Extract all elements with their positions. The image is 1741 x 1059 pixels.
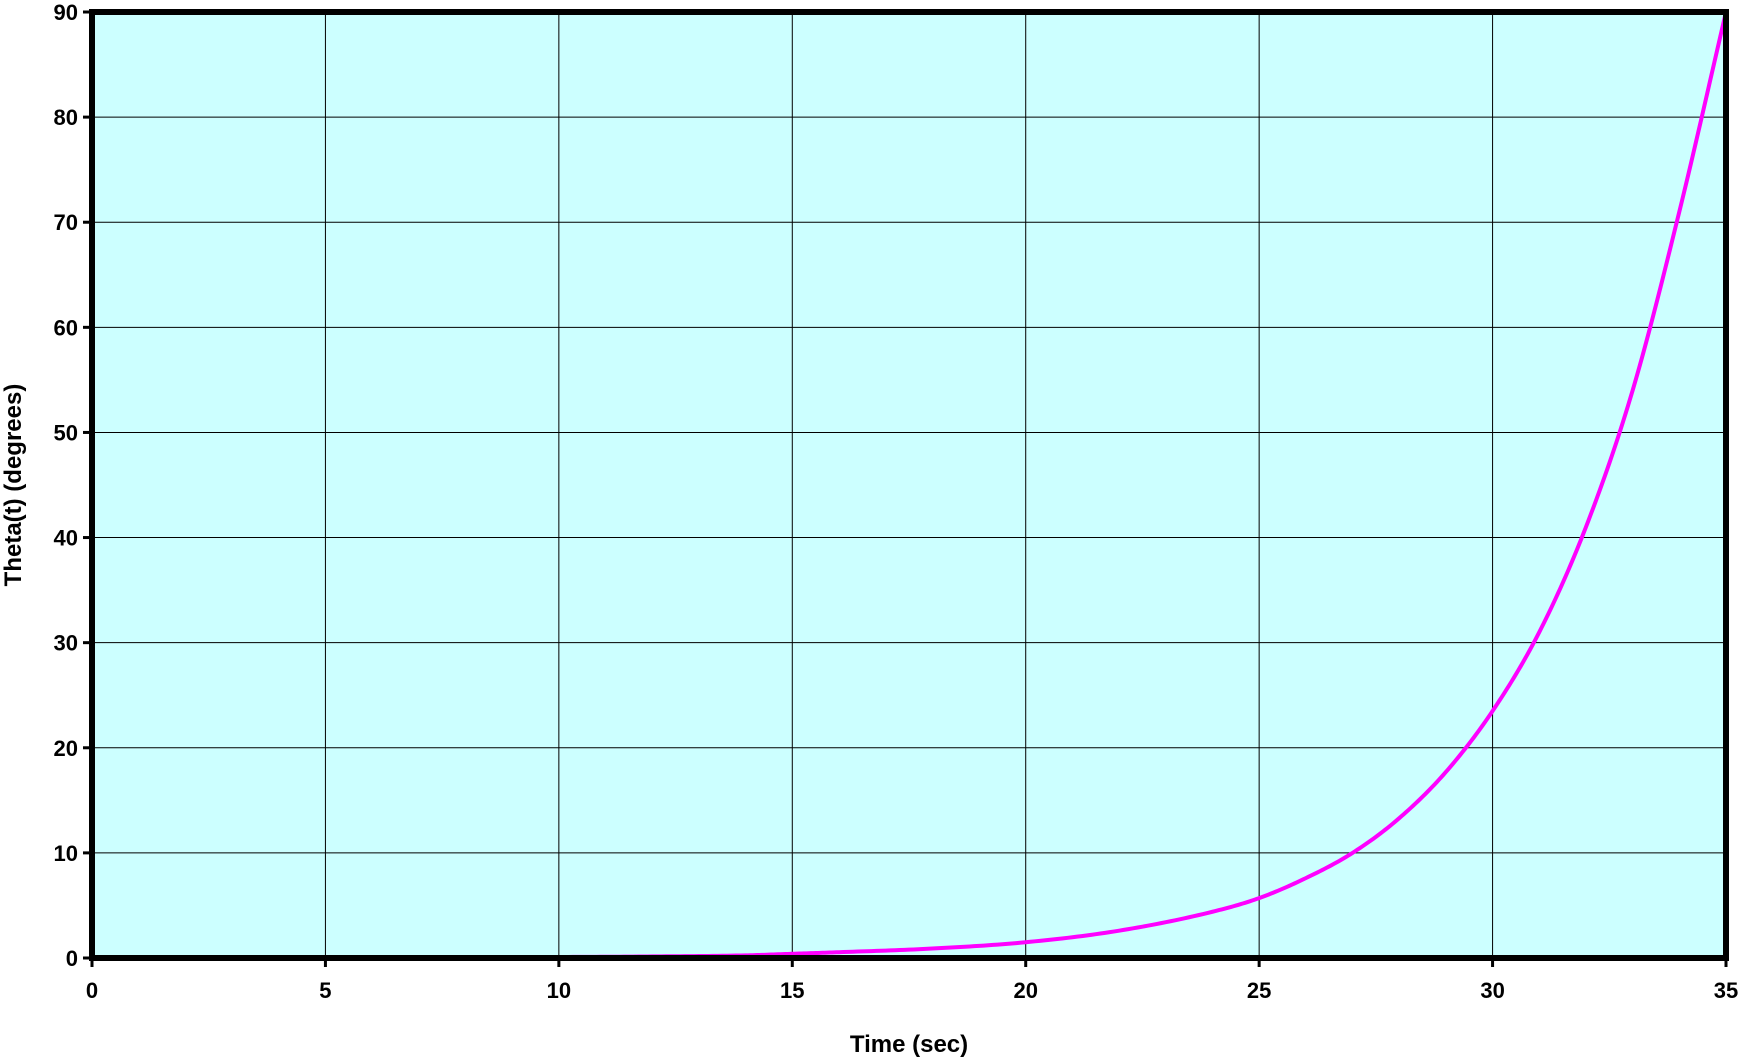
x-tick-label: 15	[780, 978, 804, 1003]
y-axis-ticks: 0 10 20 30 40 50 60 70 80 90	[54, 0, 92, 971]
plot-area	[92, 12, 1726, 958]
x-tick-label: 30	[1480, 978, 1504, 1003]
y-tick-label: 60	[54, 315, 78, 340]
y-tick-label: 20	[54, 736, 78, 761]
x-tick-label: 5	[319, 978, 331, 1003]
y-tick-label: 80	[54, 105, 78, 130]
x-tick-label: 10	[547, 978, 571, 1003]
y-tick-label: 0	[66, 946, 78, 971]
y-tick-label: 30	[54, 631, 78, 656]
x-axis-title: Time (sec)	[850, 1031, 968, 1058]
plot-frame	[89, 9, 1729, 961]
y-axis-title: Theta(t) (degrees)	[0, 384, 27, 587]
y-tick-label: 50	[54, 420, 78, 445]
y-tick-label: 70	[54, 210, 78, 235]
x-tick-label: 20	[1013, 978, 1037, 1003]
x-tick-label: 0	[86, 978, 98, 1003]
x-tick-label: 25	[1247, 978, 1271, 1003]
y-tick-label: 40	[54, 526, 78, 551]
x-axis-ticks: 0 5 10 15 20 25 30 35	[86, 958, 1738, 1003]
y-tick-label: 10	[54, 841, 78, 866]
x-tick-label: 35	[1714, 978, 1738, 1003]
y-tick-label: 90	[54, 0, 78, 25]
